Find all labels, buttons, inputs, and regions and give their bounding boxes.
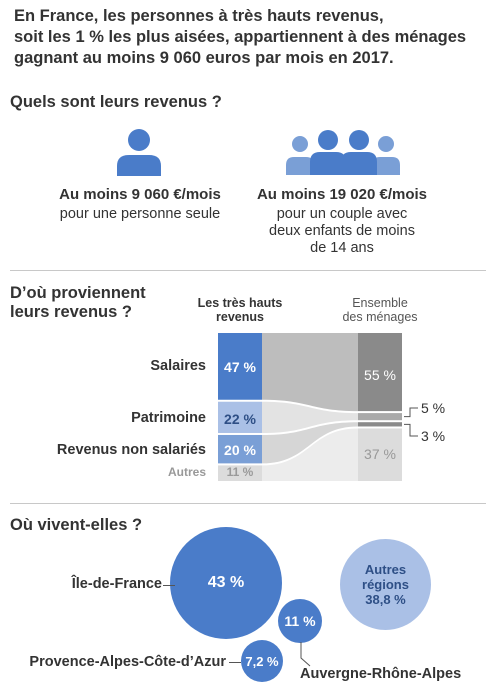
rich-value-patrimoine: 22 % xyxy=(224,411,256,427)
column-header-rich-line-2: revenus xyxy=(216,310,264,324)
incomes-title: Quels sont leurs revenus ? xyxy=(10,93,222,111)
row-label-autres: Autres xyxy=(167,465,206,479)
leader-patrimoine xyxy=(404,407,418,418)
rich-bar-revenus-non-salaries xyxy=(218,434,262,464)
flow-autres xyxy=(262,428,358,481)
family-desc-line-1: pour un couple avec xyxy=(276,206,408,222)
row-label-salaires: Salaires xyxy=(150,358,206,374)
sources-title-line-2: leurs revenus ? xyxy=(10,303,132,321)
bubble-paca: 7,2 % xyxy=(241,640,283,682)
regions-title: Où vivent-elles ? xyxy=(10,516,143,534)
autres-regions-value: 38,8 % xyxy=(365,592,406,607)
all-bar-autres xyxy=(358,428,402,481)
rich-bar-autres xyxy=(218,465,262,481)
leader-revenus-non-salaries xyxy=(404,423,418,437)
leader-ile-de-france xyxy=(163,585,175,586)
column-header-rich-line-1: Les très hauts xyxy=(197,296,283,310)
all-bar-salaires xyxy=(358,333,402,412)
family-desc-line-2: deux enfants de moins xyxy=(269,223,415,239)
flow-salaires xyxy=(262,333,358,412)
bubble-auvergne-rhone-alpes: 11 % xyxy=(278,599,322,643)
intro-line-1: En France, les personnes à très hauts re… xyxy=(14,7,384,25)
separator-2 xyxy=(10,503,486,504)
family-icon xyxy=(286,130,400,175)
rich-bar-patrimoine xyxy=(218,401,262,433)
bubble-ile-de-france: 43 % xyxy=(170,527,282,639)
rich-value-revenus-non-salaries: 20 % xyxy=(224,442,256,458)
column-header-all-line-2: des ménages xyxy=(342,310,418,324)
family-income-desc: pour un couple avec deux enfants de moin… xyxy=(242,206,442,257)
autres-regions-line-2: régions xyxy=(362,577,409,592)
region-label-ile-de-france: Île-de-France xyxy=(71,576,162,592)
bubble-paca-value: 7,2 % xyxy=(245,653,279,669)
family-income-amount: Au moins 19 020 €/mois xyxy=(256,186,428,203)
bubble-autres-regions-text: Autres régions 38,8 % xyxy=(362,562,409,607)
bubble-auvergne-rhone-alpes-value: 11 % xyxy=(284,613,316,629)
column-header-rich: Les très hauts revenus xyxy=(180,296,300,324)
flow-patrimoine xyxy=(262,401,358,433)
bubble-ile-de-france-value: 43 % xyxy=(207,574,245,591)
column-header-all: Ensemble des ménages xyxy=(325,296,435,324)
all-bar-revenus-non-salaries xyxy=(358,422,402,427)
all-bar-patrimoine xyxy=(358,413,402,421)
rich-value-autres: 11 % xyxy=(226,465,254,479)
all-value-salaires: 55 % xyxy=(364,367,396,383)
person-icon xyxy=(117,129,161,176)
region-label-paca: Provence-Alpes-Côte-d’Azur xyxy=(29,654,226,670)
rich-value-salaires: 47 % xyxy=(224,359,256,375)
flow-revenus-non-salaries xyxy=(262,422,358,464)
sources-title-line-1: D’où proviennent xyxy=(10,284,146,302)
all-value-patrimoine: 5 % xyxy=(421,400,446,416)
single-income-amount: Au moins 9 060 €/mois xyxy=(59,186,221,203)
sources-title: D’où proviennent leurs revenus ? xyxy=(10,284,146,322)
autres-regions-line-1: Autres xyxy=(364,562,407,577)
family-desc-line-3: de 14 ans xyxy=(310,240,374,256)
leader-auvergne-rhone-alpes xyxy=(300,642,311,667)
separator-1 xyxy=(10,270,486,271)
intro-line-2: soit les 1 % les plus aisées, appartienn… xyxy=(14,28,467,46)
row-label-patrimoine: Patrimoine xyxy=(131,410,206,426)
column-header-all-line-1: Ensemble xyxy=(352,296,408,310)
row-label-revenus-non-salaries: Revenus non salariés xyxy=(56,442,206,458)
rich-bar-salaires xyxy=(218,333,262,400)
region-label-auvergne-rhone-alpes: Auvergne-Rhône-Alpes xyxy=(300,666,462,682)
all-value-autres: 37 % xyxy=(364,446,396,462)
intro-text: En France, les personnes à très hauts re… xyxy=(14,6,484,69)
all-value-revenus-non-salaries: 3 % xyxy=(421,428,446,444)
bubble-autres-regions: Autres régions 38,8 % xyxy=(340,539,431,630)
intro-line-3: gagnant au moins 9 060 euros par mois en… xyxy=(14,49,394,67)
leader-paca xyxy=(229,662,241,663)
single-income-desc: pour une personne seule xyxy=(59,206,221,222)
